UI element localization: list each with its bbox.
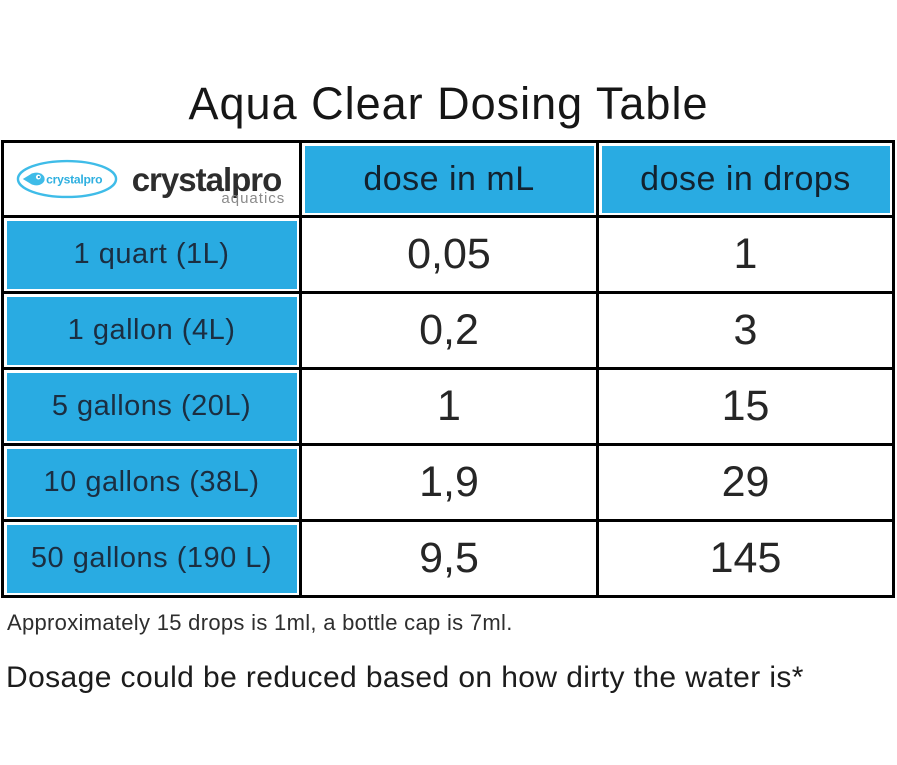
svg-text:crystalpro: crystalpro xyxy=(46,172,102,186)
table-row: 10 gallons (38L) 1,9 29 xyxy=(1,443,895,522)
dosing-table: crystalpro crystalpro aquatics dose in m… xyxy=(1,140,895,598)
brand-cell: crystalpro crystalpro aquatics xyxy=(1,140,302,218)
dose-ml-value: 0,05 xyxy=(299,215,599,294)
dose-drops-value: 1 xyxy=(596,215,895,294)
table-row: 5 gallons (20L) 1 15 xyxy=(1,367,895,446)
page-title: Aqua Clear Dosing Table xyxy=(188,78,709,129)
brand-logo: crystalpro crystalpro aquatics xyxy=(6,157,298,207)
dose-drops-value: 145 xyxy=(596,519,895,598)
brand-wordmark: crystalpro aquatics xyxy=(131,160,288,207)
row-label-5-gallons: 5 gallons (20L) xyxy=(1,367,302,446)
dosage-disclaimer: Dosage could be reduced based on how dir… xyxy=(6,661,804,694)
row-label-1-gallon: 1 gallon (4L) xyxy=(1,291,302,370)
header-row: crystalpro crystalpro aquatics dose in m… xyxy=(1,140,895,218)
dose-ml-value: 0,2 xyxy=(299,291,599,370)
crystalpro-oval-logo-icon: crystalpro xyxy=(16,159,117,199)
dose-drops-value: 15 xyxy=(596,367,895,446)
dose-drops-value: 29 xyxy=(596,443,895,522)
dose-ml-value: 9,5 xyxy=(299,519,599,598)
drops-conversion-note: Approximately 15 drops is 1ml, a bottle … xyxy=(7,610,513,635)
table-row: 1 gallon (4L) 0,2 3 xyxy=(1,291,895,370)
dose-drops-value: 3 xyxy=(596,291,895,370)
dose-ml-value: 1,9 xyxy=(299,443,599,522)
dose-ml-value: 1 xyxy=(299,367,599,446)
brand-wordmark-text: crystalpro xyxy=(131,160,283,198)
row-label-10-gallons: 10 gallons (38L) xyxy=(1,443,302,522)
row-label-1-quart: 1 quart (1L) xyxy=(1,215,302,294)
table-row: 50 gallons (190 L) 9,5 145 xyxy=(1,519,895,598)
row-label-50-gallons: 50 gallons (190 L) xyxy=(1,519,302,598)
column-header-dose-drops: dose in drops xyxy=(596,140,895,218)
column-header-dose-ml: dose in mL xyxy=(299,140,599,218)
table-row: 1 quart (1L) 0,05 1 xyxy=(1,215,895,294)
brand-wordmark-subtext: aquatics xyxy=(221,189,286,207)
